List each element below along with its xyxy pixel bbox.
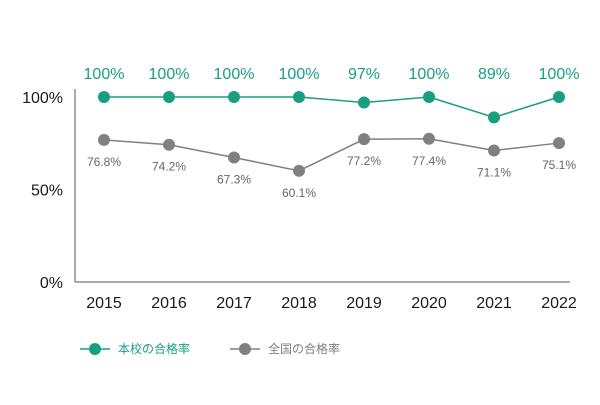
x-tick-label: 2018 [281, 295, 317, 312]
school-data-label: 100% [279, 66, 320, 83]
school-data-point [228, 91, 240, 103]
school-data-label: 100% [539, 66, 580, 83]
x-tick-label: 2021 [476, 295, 512, 312]
x-tick-label: 2017 [216, 295, 252, 312]
national-data-point [488, 144, 500, 157]
national-data-label: 67.3% [217, 172, 251, 186]
school-data-label: 89% [478, 66, 510, 83]
national-data-point [358, 133, 370, 146]
x-tick-labels: 2015 2016 2017 2018 2019 2020 2021 2022 [86, 295, 577, 312]
school-data-point [98, 91, 110, 103]
series [98, 91, 565, 177]
y-tick-label: 0% [40, 275, 63, 292]
national-data-point [553, 137, 565, 150]
school-data-label: 100% [214, 66, 255, 83]
school-legend-marker [89, 343, 101, 355]
school-data-point [358, 96, 370, 109]
axes [74, 89, 570, 283]
national-legend-label: 全国の合格率 [268, 341, 340, 356]
school-data-label: 97% [348, 66, 380, 83]
data-labels: 100% 100% 100% 100% 97% 100% 89% 100% 76.8% 74.2%… [84, 66, 580, 200]
national-data-label: 60.1% [282, 186, 316, 200]
school-data-point [423, 91, 435, 103]
national-data-label: 71.1% [477, 165, 511, 179]
school-data-point [163, 91, 175, 103]
national-data-label: 77.4% [412, 154, 446, 168]
school-data-point [553, 91, 565, 103]
national-data-point [98, 133, 110, 146]
x-tick-label: 2016 [151, 295, 187, 312]
national-data-label: 74.2% [152, 160, 186, 174]
school-data-label: 100% [409, 66, 450, 83]
national-data-point [423, 132, 435, 145]
national-data-label: 75.1% [542, 158, 576, 172]
national-data-point [228, 151, 240, 164]
national-legend-marker [239, 343, 251, 355]
school-data-label: 100% [149, 66, 190, 83]
y-tick-labels: 0% 50% 100% [22, 90, 63, 292]
school-series-line [104, 96, 560, 119]
national-data-label: 77.2% [347, 154, 381, 168]
school-data-label: 100% [84, 66, 125, 83]
national-data-label: 76.8% [87, 155, 121, 169]
national-series-line [103, 138, 560, 172]
x-tick-label: 2019 [346, 295, 382, 312]
y-tick-label: 100% [22, 90, 63, 107]
school-data-point [293, 91, 305, 103]
school-legend-label: 本校の合格率 [118, 341, 190, 356]
y-tick-label: 50% [31, 183, 63, 200]
school-data-point [488, 111, 500, 124]
x-tick-label: 2020 [411, 295, 447, 312]
national-data-point [163, 138, 175, 151]
x-tick-label: 2022 [541, 295, 577, 312]
national-data-point [293, 164, 305, 177]
legend: 本校の合格率 全国の合格率 [80, 341, 340, 356]
x-tick-label: 2015 [86, 295, 122, 312]
